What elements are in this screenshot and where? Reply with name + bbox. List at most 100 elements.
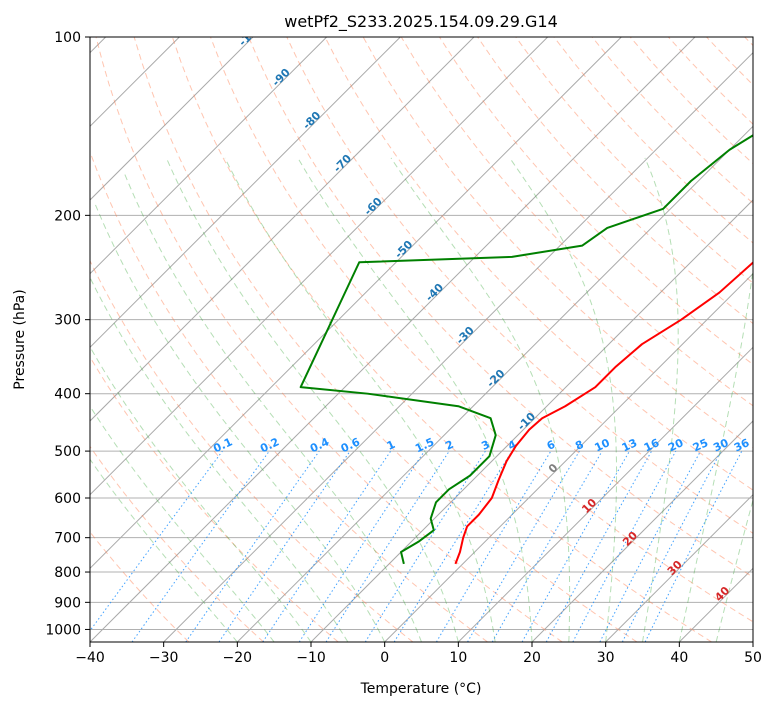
x-tick-label: 50: [744, 650, 762, 666]
mixing-ratio-label: 20: [666, 436, 686, 454]
moist-adiabats: [90, 157, 753, 642]
dry-adiabat-line: [591, 37, 753, 204]
mixing-ratio-label: 30: [711, 436, 731, 454]
isotherm-label: -60: [362, 195, 385, 218]
mixing-ratio-lines: [90, 450, 743, 642]
isotherm-line: [531, 420, 753, 642]
dry-adiabat-line: [133, 37, 638, 642]
y-tick-label: 900: [54, 595, 81, 611]
dry-adiabat-line: [90, 150, 488, 642]
mixing-ratio-line: [393, 450, 513, 642]
isotherm-label: -70: [331, 152, 354, 175]
mixing-ratio-label: 13: [620, 436, 639, 454]
dry-adiabats: [90, 37, 753, 642]
y-tick-label: 500: [54, 444, 81, 460]
pressure-gridlines: [90, 37, 753, 630]
x-tick-label: 0: [380, 650, 389, 666]
dry-adiabat-line: [515, 37, 753, 284]
mixing-ratio-label: 0.2: [258, 435, 281, 455]
mixing-ratio-line: [644, 450, 743, 642]
isotherm-line: [605, 493, 753, 642]
isotherm-line: [384, 272, 753, 642]
mixing-ratio-line: [262, 450, 392, 642]
mixing-ratio-line: [364, 450, 486, 642]
x-tick-label: 10: [449, 650, 467, 666]
mixing-ratio-label: 0.4: [308, 435, 331, 455]
isotherm-line: [90, 37, 622, 570]
dry-adiabat-line: [90, 531, 190, 642]
y-tick-label: 300: [54, 313, 81, 329]
x-axis-title: Temperature (°C): [360, 681, 482, 697]
mixing-ratio-label: 8: [573, 438, 585, 453]
moist-adiabat-line: [642, 157, 679, 642]
dry-adiabat-line: [95, 37, 563, 642]
mixing-ratio-line: [572, 450, 677, 642]
y-axis-title: Pressure (hPa): [12, 289, 28, 389]
moist-adiabat-line: [509, 157, 618, 642]
mixing-ratio-line: [599, 450, 701, 642]
mixing-ratio-label: 6: [545, 438, 558, 453]
y-tick-label: 700: [54, 531, 81, 547]
plot-area: 0.1 0.2 0.4 0.6 1 1.5 2 3 4 6 8 10 13 16 20 25 30 36-100-…: [90, 20, 753, 642]
dewpoint-line: [299, 134, 753, 565]
mixing-ratio-line: [185, 450, 320, 642]
mixing-ratio-label: 1: [385, 438, 397, 453]
isotherm-line: [752, 641, 753, 642]
mixing-ratio-line: [545, 450, 653, 642]
mixing-ratio-label: 25: [691, 436, 710, 454]
mixing-ratio-line: [435, 450, 552, 642]
mixing-ratio-line: [131, 450, 270, 642]
x-tick-label: 20: [523, 650, 541, 666]
isotherm-line: [236, 125, 753, 642]
plot-frame: [89, 36, 754, 643]
isotherm-label: -10: [515, 410, 538, 433]
isotherm-label: -80: [300, 109, 323, 132]
skewed-isotherms: [90, 37, 753, 642]
moist-adiabat-line: [90, 458, 238, 642]
dry-adiabat-label: 10: [579, 496, 599, 516]
dry-adiabat-label: 40: [712, 584, 732, 604]
isotherm-line: [457, 346, 753, 642]
x-tick-label: 30: [597, 650, 615, 666]
isotherm-label: -90: [270, 66, 293, 89]
background-line-labels: 0.1 0.2 0.4 0.6 1 1.5 2 3 4 6 8 10 13 16 20 25 30 36-100-…: [211, 20, 752, 604]
isotherm-label: -20: [484, 367, 507, 390]
moist-adiabat-line: [390, 157, 571, 642]
dry-adiabat-line: [90, 259, 414, 642]
mixing-ratio-line: [521, 450, 630, 642]
mixing-ratio-label: 36: [732, 436, 752, 454]
y-tick-label: 400: [54, 387, 81, 403]
mixing-ratio-line: [90, 450, 223, 632]
mixing-ratio-label: 0.1: [211, 435, 234, 455]
dry-adiabat-line: [553, 37, 753, 244]
dry-adiabat-line: [668, 37, 753, 125]
y-tick-label: 600: [54, 491, 81, 507]
mixing-ratio-line: [325, 450, 450, 642]
dry-adiabat-line: [324, 37, 753, 491]
isotherm-line: [90, 37, 401, 349]
moist-adiabat-line: [124, 173, 422, 642]
y-tick-label: 800: [54, 565, 81, 581]
isotherm-label: -100: [236, 20, 265, 49]
x-tick-label: −30: [149, 650, 179, 666]
x-tick-label: −20: [223, 650, 253, 666]
sounding-series: [299, 134, 753, 565]
y-tick-label: 1000: [45, 622, 81, 638]
mixing-ratio-line: [298, 450, 425, 642]
mixing-ratio-label: 0.6: [339, 435, 362, 455]
y-tick-label: 100: [54, 30, 81, 46]
moist-adiabat-line: [90, 276, 349, 642]
isotherm-line: [90, 37, 696, 642]
y-tick-label: 200: [54, 208, 81, 224]
dry-adiabat-line: [248, 37, 753, 578]
y-axis-ticks: 100 200 300 400 500 600 700 800 900 1000: [45, 30, 90, 638]
moist-adiabat-line: [165, 157, 459, 642]
isotherm-label: -40: [423, 281, 446, 304]
x-tick-label: −10: [296, 650, 326, 666]
dry-adiabat-line: [210, 37, 753, 623]
isotherm-line: [678, 567, 753, 642]
dry-adiabat-line: [744, 37, 753, 47]
moist-adiabat-line: [297, 157, 533, 642]
moist-adiabat-line: [90, 345, 312, 642]
